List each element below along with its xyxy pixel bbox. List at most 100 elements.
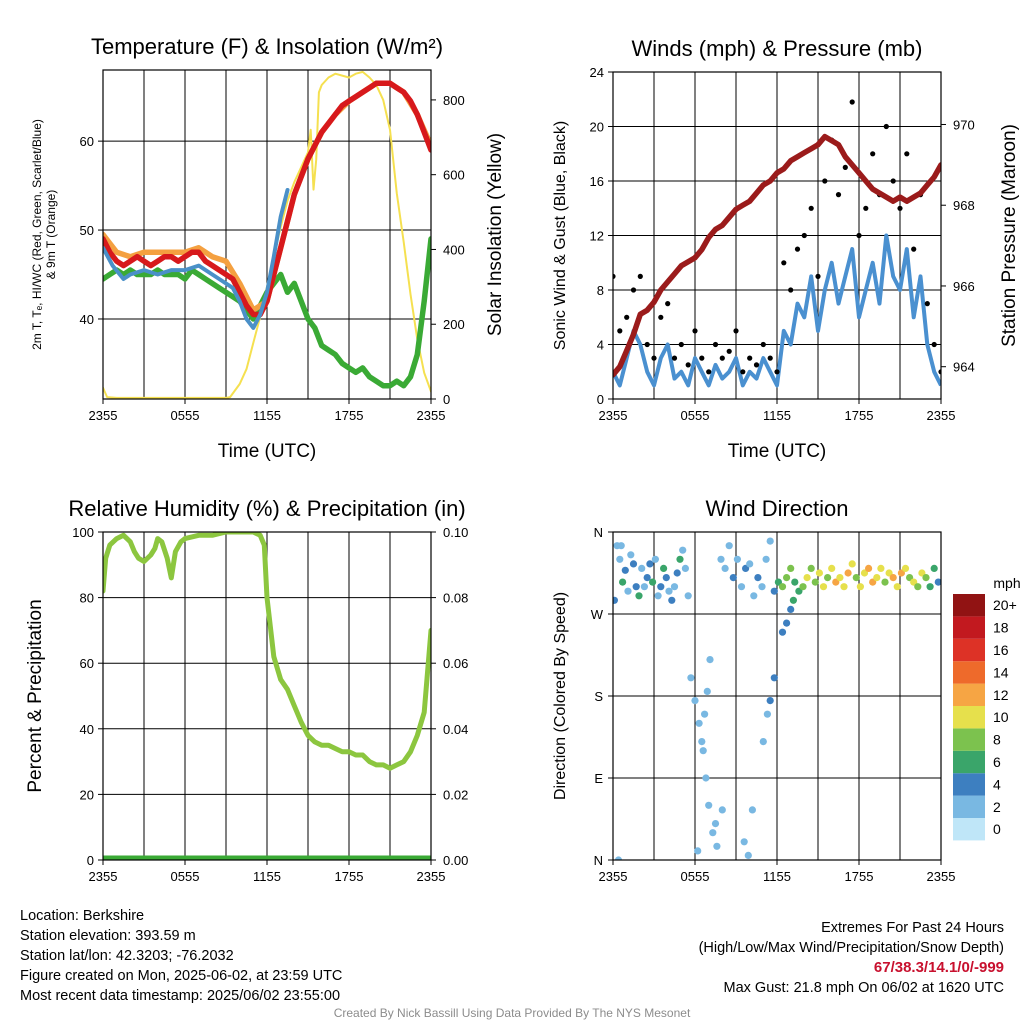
colorbar-swatch <box>953 616 985 639</box>
y-axis-label: 2m T, Tₑ, HI/WC (Red, Green, Scarlet/Blu… <box>30 119 58 350</box>
x-tick-label: 1155 <box>253 408 281 423</box>
direction-point <box>844 569 852 577</box>
gust-point <box>822 178 828 184</box>
x-tick-label: 1755 <box>845 408 874 423</box>
panel-title: Winds (mph) & Pressure (mb) <box>632 36 923 61</box>
colorbar-label: 18 <box>993 620 1009 636</box>
gust-point <box>630 287 637 293</box>
direction-point <box>681 564 690 573</box>
direction-point <box>649 578 657 586</box>
direction-point <box>783 574 791 582</box>
y-right-axis-label: Station Pressure (Maroon) <box>999 124 1020 347</box>
gust-point <box>685 362 691 368</box>
direction-point <box>750 592 758 600</box>
panel-title: Relative Humidity (%) & Precipitation (i… <box>68 496 465 521</box>
series-line-2m-t <box>103 80 431 318</box>
x-tick-label: 2355 <box>927 869 956 884</box>
series-line-sonic-wind <box>613 233 941 388</box>
direction-point <box>717 555 725 563</box>
gust-point <box>883 123 889 130</box>
series-line-relative-humidity <box>103 532 431 771</box>
direction-point <box>617 542 625 550</box>
colorbar-swatch <box>953 594 985 617</box>
y-right-tick-label: 0.00 <box>443 853 468 868</box>
gust-point <box>856 232 862 239</box>
direction-point <box>638 564 646 573</box>
station-info: Location: Berkshire Station elevation: 3… <box>20 906 342 1006</box>
direction-point <box>865 564 873 573</box>
direction-point <box>709 829 717 837</box>
wind-series <box>613 99 941 388</box>
direction-point <box>619 578 627 586</box>
gust-point <box>774 369 780 375</box>
direction-point <box>815 569 824 577</box>
direction-point <box>632 583 640 591</box>
direction-point <box>873 574 881 582</box>
direction-point <box>762 555 770 563</box>
direction-point <box>703 687 711 696</box>
gust-point <box>678 341 684 348</box>
y-tick-label: 0 <box>597 392 604 407</box>
x-tick-label: 0555 <box>171 869 200 884</box>
y-tick-label: N <box>594 525 603 540</box>
panel-title: Wind Direction <box>705 496 848 521</box>
gust-point <box>904 151 910 157</box>
location-text: Location: Berkshire <box>20 908 145 924</box>
series-line-solar-insolation <box>103 70 431 399</box>
direction-point <box>640 583 649 591</box>
x-tick-label: 1155 <box>763 869 791 884</box>
y-tick-label: E <box>594 771 603 786</box>
x-axis-label: Time (UTC) <box>218 441 317 462</box>
latlon-text: Station lat/lon: 42.3203; -76.2032 <box>20 948 234 964</box>
gust-point <box>733 328 739 334</box>
direction-point <box>746 560 754 568</box>
direction-point <box>627 551 635 559</box>
direction-point <box>889 574 897 582</box>
direction-point <box>695 719 703 727</box>
colorbar-swatch <box>953 661 985 684</box>
direction-point <box>770 674 778 682</box>
direction-point <box>787 564 795 573</box>
direction-point <box>651 555 660 563</box>
gust-point <box>890 178 896 184</box>
direction-point <box>770 587 778 595</box>
colorbar-label: 14 <box>993 664 1009 680</box>
gust-point <box>808 205 814 211</box>
speed-colorbar: mph 0 2 4 6 8 10 12 14 16 18 20+ <box>953 575 1021 841</box>
x-tick-label: 2355 <box>417 869 446 884</box>
direction-point <box>930 564 938 573</box>
gust-point <box>753 362 760 368</box>
temperature-series <box>103 70 431 399</box>
direction-point <box>737 583 746 591</box>
gust-point <box>644 341 650 348</box>
colorbar-swatch <box>953 795 985 818</box>
colorbar-label: 0 <box>993 821 1001 837</box>
gust-point <box>637 273 643 279</box>
y-tick-label: 50 <box>80 223 94 238</box>
direction-point <box>763 710 772 718</box>
direction-point <box>616 555 624 563</box>
x-tick-label: 2355 <box>927 408 956 423</box>
direction-point <box>783 619 791 627</box>
gust-point <box>719 355 725 361</box>
gust-point <box>624 314 630 320</box>
extremes-title: Extremes For Past 24 Hours <box>821 920 1004 936</box>
direction-point <box>852 574 860 582</box>
gust-point <box>863 205 869 211</box>
temperature-panel: 2355 0555 1155 1755 2355 Temperature (F) & In… <box>30 34 506 462</box>
gust-point <box>767 355 773 361</box>
y-tick-label: 0 <box>87 853 94 868</box>
plot-border <box>612 531 942 861</box>
y-axis-label-line: & 9m T (Orange) <box>44 190 58 280</box>
direction-point <box>819 583 828 591</box>
y-tick-label: 20 <box>590 120 604 135</box>
direction-point <box>922 574 930 582</box>
x-tick-label: 1755 <box>335 408 364 423</box>
gust-point <box>712 341 719 348</box>
gust-point <box>842 164 848 170</box>
humidity-panel: 2355 0555 1155 1755 2355 Relative Humidity (%… <box>25 496 468 884</box>
direction-point <box>643 574 651 582</box>
direction-point <box>828 564 836 573</box>
gust-point <box>726 348 732 354</box>
credit-text: Created By Nick Bassill Using Data Provi… <box>333 1006 691 1020</box>
